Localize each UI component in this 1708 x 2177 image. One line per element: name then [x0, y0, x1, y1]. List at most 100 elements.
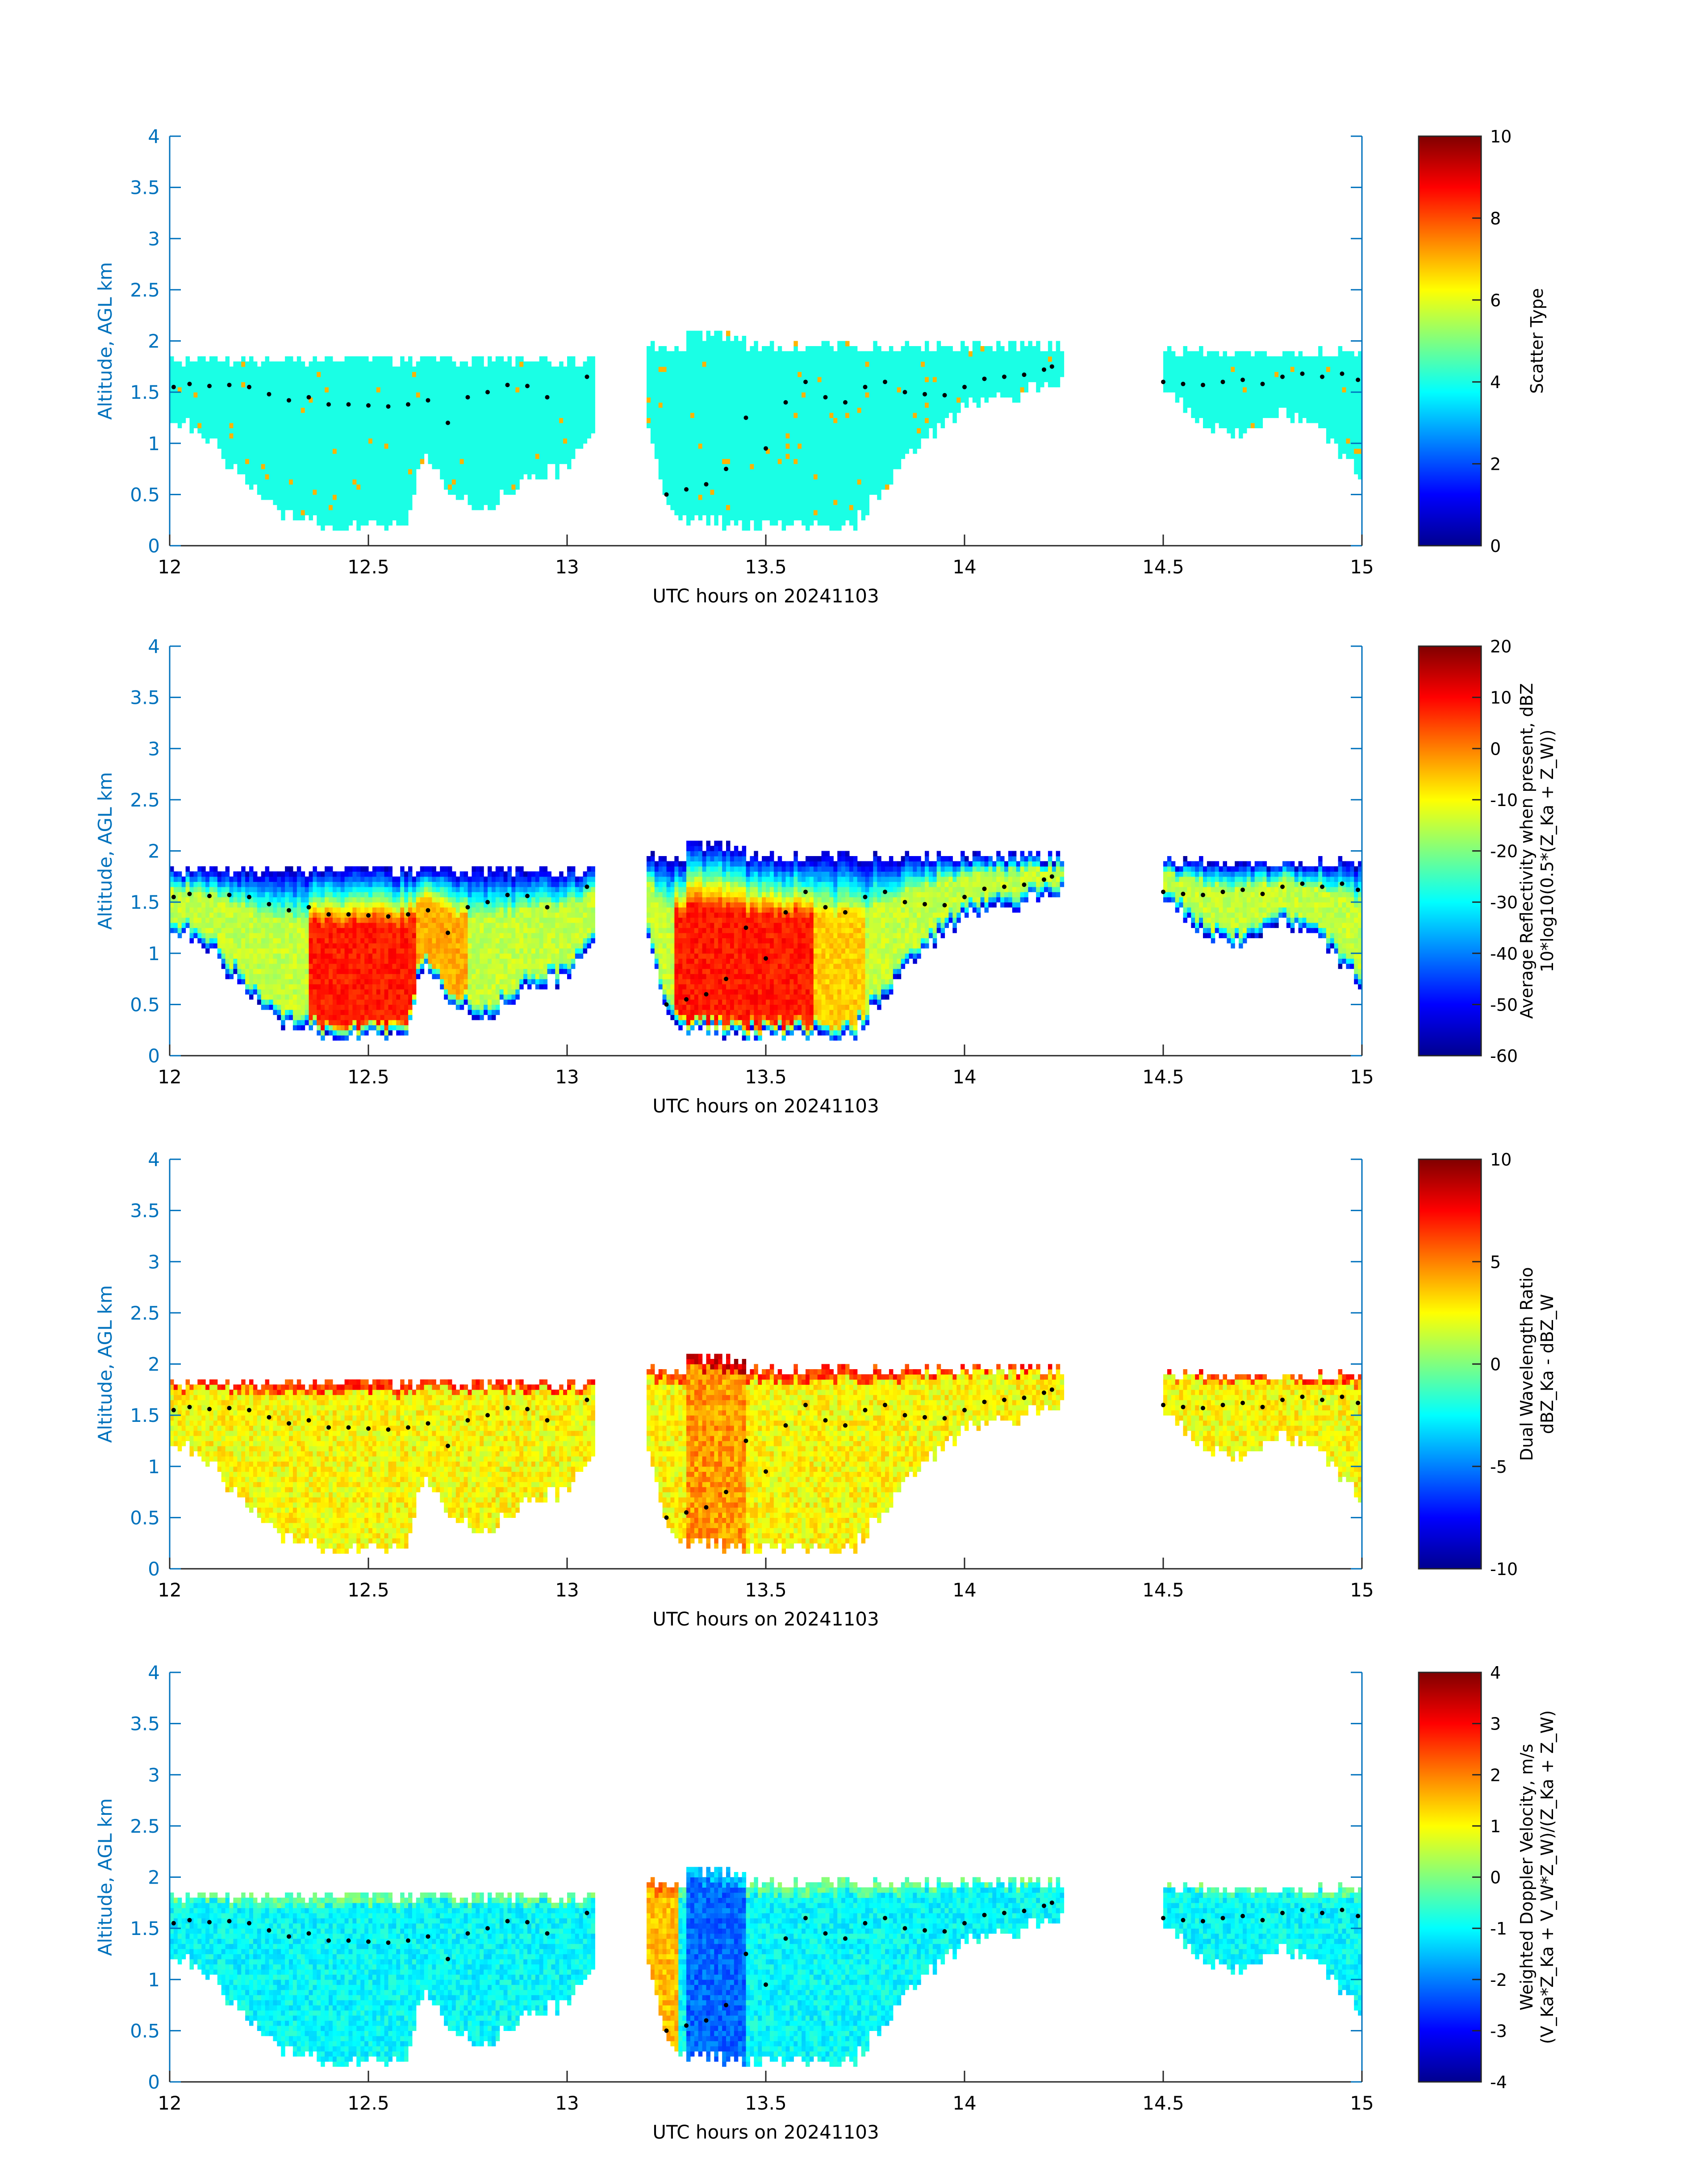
- heatmap-cell: [722, 485, 727, 490]
- heatmap-cell: [694, 351, 699, 356]
- heatmap-cell: [667, 392, 671, 397]
- heatmap-cell: [444, 454, 448, 459]
- heatmap-cell: [480, 413, 484, 418]
- heatmap-cell: [388, 418, 393, 423]
- heatmap-cell: [392, 428, 397, 433]
- heatmap-cell: [424, 418, 429, 423]
- heatmap-cell: [810, 377, 814, 382]
- heatmap-cell: [853, 356, 858, 362]
- heatmap-cell: [702, 443, 707, 449]
- heatmap-cell: [853, 479, 858, 485]
- heatmap-cell: [583, 413, 588, 418]
- heatmap-cell: [329, 520, 333, 526]
- heatmap-cell: [750, 413, 754, 418]
- heatmap-cell: [702, 351, 707, 356]
- heatmap-cell: [424, 382, 429, 387]
- heatmap-cell: [448, 489, 452, 495]
- heatmap-cell: [182, 418, 186, 423]
- heatmap-cell: [364, 372, 369, 377]
- heatmap-cell: [440, 377, 444, 382]
- heatmap-cell: [420, 454, 425, 459]
- heatmap-cell: [309, 402, 313, 408]
- heatmap-cell: [253, 454, 258, 459]
- heatmap-cell: [289, 479, 293, 485]
- heatmap-cell: [738, 382, 743, 387]
- heatmap-cell: [670, 464, 675, 469]
- heatmap-cell: [853, 525, 858, 531]
- heatmap-cell: [400, 377, 405, 382]
- heatmap-cell: [241, 356, 246, 362]
- heatmap-cell: [674, 489, 679, 495]
- heatmap-cell: [786, 387, 790, 393]
- heatmap-cell: [837, 489, 842, 495]
- heatmap-cell: [810, 454, 814, 459]
- heatmap-cell: [261, 489, 266, 495]
- heatmap-cell: [349, 448, 353, 454]
- heatmap-cell: [440, 372, 444, 377]
- heatmap-cell: [285, 387, 289, 393]
- heatmap-cell: [333, 361, 337, 367]
- heatmap-cell: [273, 489, 277, 495]
- heatmap-cell: [651, 382, 655, 387]
- heatmap-cell: [865, 438, 870, 443]
- heatmap-cell: [897, 351, 902, 356]
- heatmap-cell: [770, 510, 774, 515]
- heatmap-cell: [174, 418, 178, 423]
- heatmap-cell: [909, 423, 913, 428]
- heatmap-cell: [201, 413, 206, 418]
- heatmap-cell: [325, 356, 329, 362]
- heatmap-cell: [551, 428, 555, 433]
- heatmap-cell: [770, 459, 774, 464]
- heatmap-cell: [710, 489, 714, 495]
- heatmap-cell: [527, 392, 532, 397]
- heatmap-cell: [718, 459, 722, 464]
- heatmap-cell: [201, 397, 206, 403]
- heatmap-cell: [786, 469, 790, 474]
- heatmap-cell: [793, 479, 798, 485]
- heatmap-cell: [798, 469, 802, 474]
- heatmap-cell: [853, 418, 858, 423]
- heatmap-cell: [881, 469, 885, 474]
- heatmap-cell: [925, 418, 929, 423]
- heatmap-cell: [670, 433, 675, 439]
- heatmap-cell: [444, 448, 448, 454]
- heatmap-cell: [583, 382, 588, 387]
- heatmap-cell: [213, 413, 218, 418]
- heatmap-cell: [297, 408, 301, 413]
- heatmap-cell: [321, 448, 325, 454]
- heatmap-cell: [758, 423, 762, 428]
- heatmap-cell: [742, 520, 747, 526]
- heatmap-cell: [678, 433, 683, 439]
- heatmap-cell: [464, 361, 468, 367]
- heatmap-cell: [690, 377, 695, 382]
- heatmap-cell: [877, 438, 881, 443]
- heatmap-cell: [555, 423, 560, 428]
- heatmap-cell: [504, 474, 508, 480]
- heatmap-cell: [722, 397, 727, 403]
- heatmap-cell: [388, 413, 393, 418]
- heatmap-cell: [710, 474, 714, 480]
- heatmap-cell: [726, 438, 731, 443]
- heatmap-cell: [901, 346, 906, 351]
- heatmap-cell: [392, 382, 397, 387]
- heatmap-cell: [865, 361, 870, 367]
- heatmap-cell: [793, 510, 798, 515]
- heatmap-cell: [571, 423, 576, 428]
- heatmap-cell: [655, 448, 659, 454]
- heatmap-cell: [309, 377, 313, 382]
- heatmap-cell: [285, 361, 289, 367]
- heatmap-cell: [472, 423, 476, 428]
- heatmap-cell: [889, 448, 894, 454]
- heatmap-cell: [710, 485, 714, 490]
- heatmap-cell: [269, 433, 274, 439]
- heatmap-cell: [925, 382, 929, 387]
- heatmap-cell: [321, 387, 325, 393]
- heatmap-cell: [245, 397, 250, 403]
- heatmap-cell: [289, 428, 293, 433]
- heatmap-cell: [408, 356, 413, 362]
- heatmap-cell: [889, 377, 894, 382]
- heatmap-cell: [567, 428, 572, 433]
- heatmap-cell: [881, 402, 885, 408]
- heatmap-cell: [663, 474, 667, 480]
- heatmap-cell: [766, 469, 770, 474]
